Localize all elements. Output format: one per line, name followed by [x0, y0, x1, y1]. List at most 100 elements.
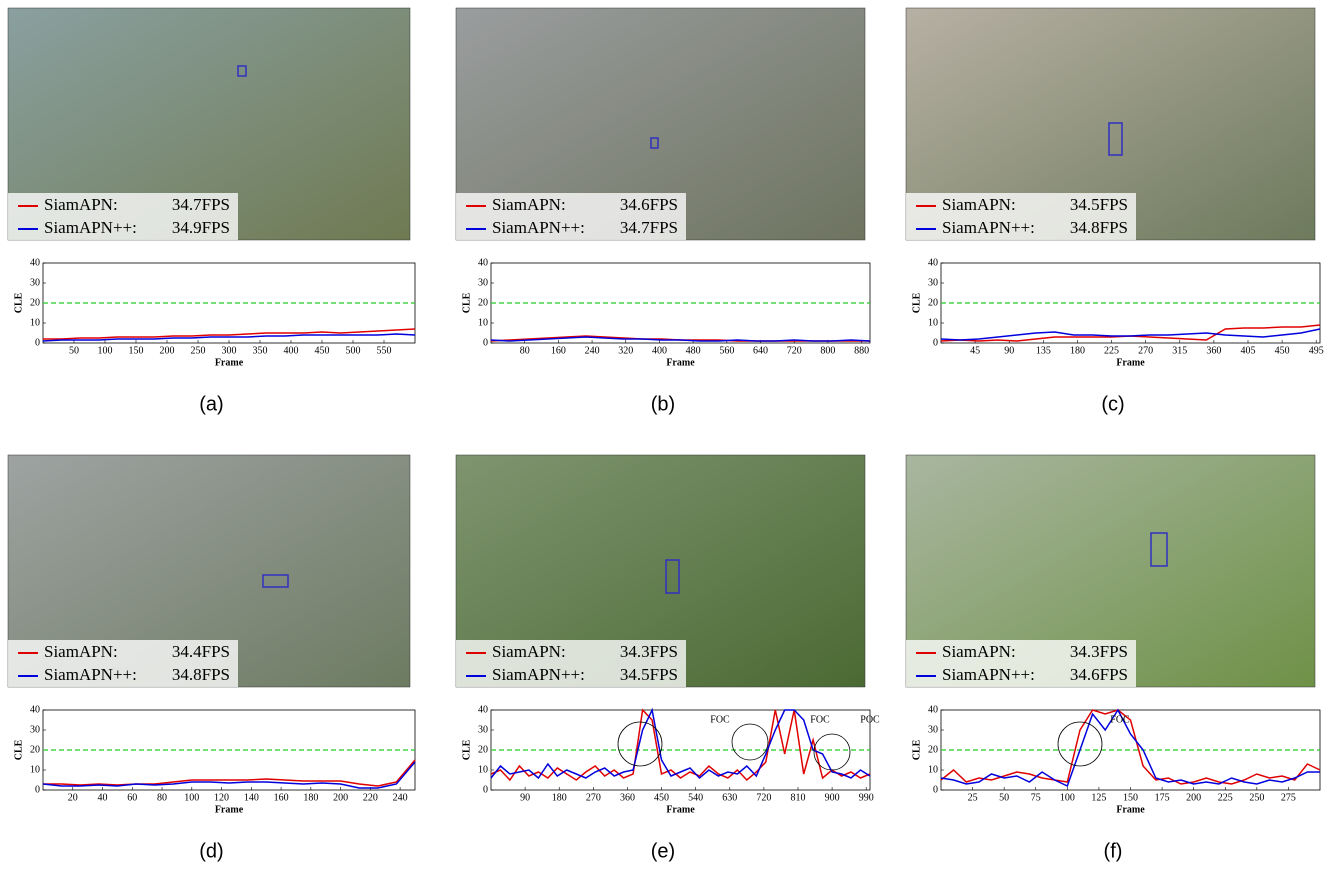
legend-label: SiamAPN++:: [492, 665, 585, 684]
y-tick-label: 10: [30, 317, 40, 328]
legend-label: SiamAPN:: [942, 642, 1016, 661]
x-tick-label: 225: [1218, 792, 1233, 803]
x-tick-label: 720: [787, 345, 802, 356]
y-axis-label: CLE: [911, 739, 922, 760]
legend-box: [8, 640, 238, 687]
x-tick-label: 630: [722, 792, 737, 803]
y-tick-label: 40: [928, 704, 938, 715]
y-tick-label: 20: [478, 297, 488, 308]
y-axis-label: CLE: [461, 292, 472, 313]
y-tick-label: 30: [478, 277, 488, 288]
series-line: [42, 761, 416, 789]
x-tick-label: 200: [333, 792, 348, 803]
x-tick-label: 720: [756, 792, 771, 803]
x-tick-label: 990: [859, 792, 874, 803]
y-tick-label: 20: [30, 744, 40, 755]
legend-label: SiamAPN:: [492, 642, 566, 661]
legend-fps: 34.4FPS: [172, 642, 230, 661]
y-tick-label: 0: [933, 784, 938, 795]
x-tick-label: 20: [68, 792, 78, 803]
y-tick-label: 40: [928, 257, 938, 268]
y-tick-label: 30: [928, 277, 938, 288]
legend-fps: 34.6FPS: [620, 195, 678, 214]
panel-label: (c): [1101, 393, 1124, 415]
x-tick-label: 75: [1031, 792, 1041, 803]
x-tick-label: 160: [274, 792, 289, 803]
y-axis-label: CLE: [13, 292, 24, 313]
series-line: [42, 333, 416, 342]
target-box: [650, 137, 659, 149]
x-tick-label: 500: [346, 345, 361, 356]
x-tick-label: 270: [586, 792, 601, 803]
x-tick-label: 450: [315, 345, 330, 356]
x-tick-label: 100: [184, 792, 199, 803]
series-line: [43, 328, 416, 340]
series-line: [940, 708, 1320, 788]
y-axis-label: CLE: [461, 739, 472, 760]
panel-label: (e): [651, 840, 675, 862]
y-tick-label: 40: [30, 257, 40, 268]
x-tick-label: 80: [157, 792, 167, 803]
legend-fps: 34.8FPS: [1070, 218, 1128, 237]
legend-fps: 34.3FPS: [1070, 642, 1128, 661]
y-tick-label: 10: [478, 764, 488, 775]
annotation: POC: [860, 714, 880, 725]
x-tick-label: 900: [825, 792, 840, 803]
y-tick-label: 30: [30, 277, 40, 288]
x-tick-label: 100: [1060, 792, 1075, 803]
legend-box: [8, 193, 238, 240]
x-tick-label: 40: [98, 792, 108, 803]
y-tick-label: 0: [35, 337, 40, 348]
x-tick-label: 50: [999, 792, 1009, 803]
legend-fps: 34.7FPS: [172, 195, 230, 214]
annotation-circle: [731, 723, 769, 761]
legend-label: SiamAPN++:: [44, 665, 137, 684]
x-tick-label: 400: [652, 345, 667, 356]
y-tick-label: 20: [928, 297, 938, 308]
series-line: [43, 759, 416, 787]
y-tick-label: 10: [30, 764, 40, 775]
legend-fps: 34.8FPS: [172, 665, 230, 684]
x-tick-label: 180: [552, 792, 567, 803]
y-tick-label: 20: [928, 744, 938, 755]
x-tick-label: 550: [377, 345, 392, 356]
x-tick-label: 90: [520, 792, 530, 803]
x-tick-label: 180: [303, 792, 318, 803]
x-tick-label: 250: [191, 345, 206, 356]
x-tick-label: 240: [393, 792, 408, 803]
x-tick-label: 45: [970, 345, 980, 356]
x-axis-label: Frame: [215, 804, 244, 815]
x-tick-label: 880: [854, 345, 869, 356]
y-tick-label: 0: [483, 337, 488, 348]
panel-label: (d): [199, 840, 223, 862]
x-tick-label: 90: [1004, 345, 1014, 356]
legend-fps: 34.3FPS: [620, 642, 678, 661]
y-tick-label: 20: [478, 744, 488, 755]
x-tick-label: 200: [160, 345, 175, 356]
series-line: [940, 328, 1321, 341]
x-tick-label: 25: [968, 792, 978, 803]
annotation: FOC: [810, 714, 830, 725]
y-tick-label: 10: [928, 764, 938, 775]
y-tick-label: 0: [483, 784, 488, 795]
x-tick-label: 50: [69, 345, 79, 356]
y-tick-label: 30: [928, 724, 938, 735]
x-tick-label: 400: [284, 345, 299, 356]
legend-label: SiamAPN++:: [942, 665, 1035, 684]
y-tick-label: 40: [30, 704, 40, 715]
y-tick-label: 10: [928, 317, 938, 328]
series-line: [940, 709, 1321, 785]
x-axis-label: Frame: [1116, 357, 1145, 368]
annotation: FOC: [1110, 714, 1130, 725]
target-box: [665, 559, 680, 594]
legend-box: [456, 640, 686, 687]
x-tick-label: 270: [1138, 345, 1153, 356]
x-tick-label: 360: [620, 792, 635, 803]
x-tick-label: 450: [654, 792, 669, 803]
x-tick-label: 480: [686, 345, 701, 356]
x-tick-label: 100: [98, 345, 113, 356]
x-tick-label: 150: [1123, 792, 1138, 803]
x-tick-label: 140: [244, 792, 259, 803]
x-tick-label: 450: [1275, 345, 1290, 356]
